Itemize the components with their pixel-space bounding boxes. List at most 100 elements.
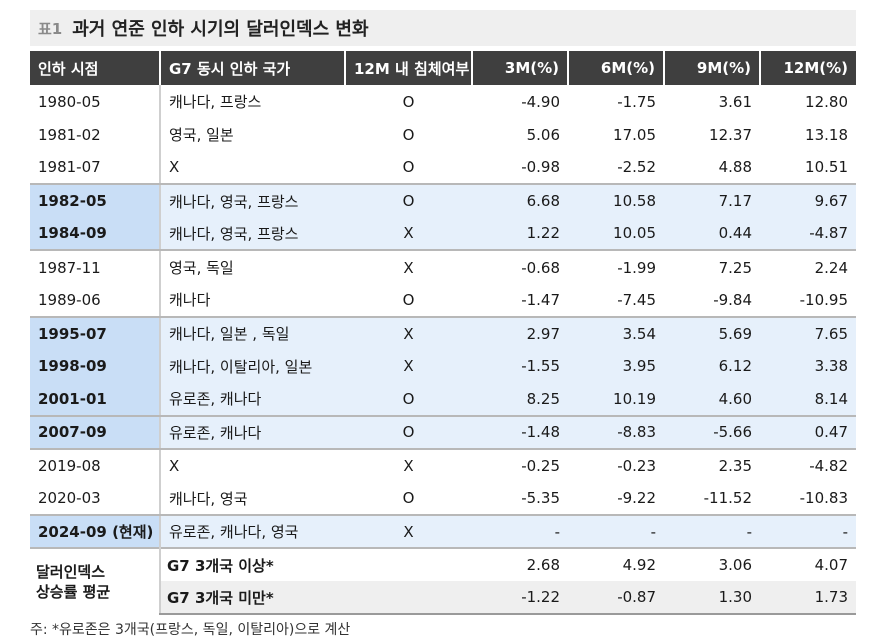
table-header-row: 인하 시점 G7 동시 인하 국가 12M 내 침체여부 3M(%) 6M(%)… xyxy=(30,51,856,85)
table-row: 1981-07 X O -0.98 -2.52 4.88 10.51 xyxy=(30,151,856,186)
cell-3m: -4.90 xyxy=(521,92,560,111)
table-row: 1981-02 영국, 일본 O 5.06 17.05 12.37 13.18 xyxy=(30,118,856,152)
cell-6m: 10.58 xyxy=(568,184,664,218)
table-row: 1987-11 영국, 독일 X -0.68 -1.99 7.25 2.24 xyxy=(30,250,856,284)
cell-9m: -5.66 xyxy=(664,415,760,451)
cell-3m: -0.68 xyxy=(521,258,560,277)
summary-9m: 3.06 xyxy=(664,547,760,582)
cell-3m: - xyxy=(472,515,568,549)
cell-countries: X xyxy=(159,449,345,483)
summary-row-3plus: 달러인덱스 상승률 평균 G7 3개국 이상* 2.68 4.92 3.06 4… xyxy=(30,547,856,615)
cell-3m: -0.25 xyxy=(521,457,560,476)
cell-date: 1980-05 xyxy=(38,92,101,111)
cell-date: 1989-06 xyxy=(30,283,160,318)
cell-6m: -9.22 xyxy=(568,482,664,517)
cell-3m: -1.48 xyxy=(472,415,568,451)
cell-date: 1982-05 xyxy=(30,184,160,218)
cell-recession: O xyxy=(345,482,472,517)
table-row: 2007-09 유로존, 캐나다 O -1.48 -8.83 -5.66 0.47 xyxy=(30,415,856,451)
cell-countries: 캐나다, 영국, 프랑스 xyxy=(159,184,345,218)
cell-12m: 9.67 xyxy=(760,184,856,218)
summary-label-line1: 달러인덱스 xyxy=(36,562,106,581)
cell-6m: -0.23 xyxy=(617,457,656,476)
cell-date: 2020-03 xyxy=(30,482,160,517)
cell-countries: 캐나다, 영국, 프랑스 xyxy=(159,217,345,252)
cell-12m: 12.80 xyxy=(805,92,848,111)
cell-6m: 3.95 xyxy=(568,349,664,383)
table-row: 2001-01 유로존, 캐나다 O 8.25 10.19 4.60 8.14 xyxy=(30,382,856,417)
cell-3m: 1.22 xyxy=(472,217,568,252)
cell-recession: X xyxy=(345,515,472,549)
summary-name: G7 3개국 미만* xyxy=(159,581,472,616)
cell-date: 1984-09 xyxy=(30,217,160,252)
cell-6m: 10.19 xyxy=(568,382,664,417)
cell-6m: -1.75 xyxy=(617,92,656,111)
cell-date: 2007-09 xyxy=(30,415,160,451)
cell-countries: 캐나다, 영국 xyxy=(159,482,345,517)
cell-12m: 10.51 xyxy=(760,151,856,186)
cell-date: 1987-11 xyxy=(38,258,101,277)
table-row: 1984-09 캐나다, 영국, 프랑스 X 1.22 10.05 0.44 -4.87 xyxy=(30,217,856,252)
cell-countries: 캐나다, 프랑스 xyxy=(159,85,345,119)
cell-9m: 12.37 xyxy=(709,125,752,144)
cell-6m: -2.52 xyxy=(568,151,664,186)
cell-recession: X xyxy=(403,258,414,277)
cell-recession: X xyxy=(345,217,472,252)
summary-12m: 4.07 xyxy=(760,547,856,582)
header-6m: 6M(%) xyxy=(568,51,665,85)
summary-label: 달러인덱스 상승률 평균 xyxy=(30,547,160,615)
summary-3m: -1.22 xyxy=(472,581,568,616)
table-title-bar: 표1 과거 연준 인하 시기의 달러인덱스 변화 xyxy=(30,10,856,46)
cell-9m: 2.35 xyxy=(718,457,752,476)
table-row: 1998-09 캐나다, 이탈리아, 일본 X -1.55 3.95 6.12 3.38 xyxy=(30,349,856,383)
cell-3m: -5.35 xyxy=(472,482,568,517)
cell-12m: - xyxy=(760,515,856,549)
cell-12m: -4.87 xyxy=(760,217,856,252)
cell-countries: 영국, 일본 xyxy=(159,118,345,152)
cell-9m: 3.61 xyxy=(718,92,752,111)
cell-9m: 7.17 xyxy=(664,184,760,218)
cell-12m: 0.47 xyxy=(760,415,856,451)
cell-date: 2001-01 xyxy=(30,382,160,417)
table-number: 표1 xyxy=(38,19,63,38)
header-countries: G7 동시 인하 국가 xyxy=(160,51,346,85)
header-date: 인하 시점 xyxy=(30,51,161,85)
cell-9m: 6.12 xyxy=(664,349,760,383)
cell-date: 1981-07 xyxy=(30,151,160,186)
table-row: 2019-08 X X -0.25 -0.23 2.35 -4.82 xyxy=(30,449,856,483)
cell-date: 1981-02 xyxy=(38,125,101,144)
cell-9m: 0.44 xyxy=(664,217,760,252)
cell-9m: 5.69 xyxy=(664,316,760,350)
cell-12m: 2.24 xyxy=(814,258,848,277)
cell-6m: 17.05 xyxy=(613,125,656,144)
cell-6m: 10.05 xyxy=(568,217,664,252)
cell-3m: -1.47 xyxy=(472,283,568,318)
cell-recession: X xyxy=(345,316,472,350)
cell-recession: O xyxy=(402,125,415,144)
cell-3m: 8.25 xyxy=(472,382,568,417)
cell-9m: 4.88 xyxy=(664,151,760,186)
cell-recession: O xyxy=(345,151,472,186)
table-row: 2024-09 (현재) 유로존, 캐나다, 영국 X - - - - xyxy=(30,515,856,549)
cell-12m: -4.82 xyxy=(809,457,848,476)
header-12m: 12M(%) xyxy=(760,51,856,85)
footnote: 주: *유로존은 3개국(프랑스, 독일, 이탈리아)으로 계산 xyxy=(30,622,351,638)
cell-12m: -10.83 xyxy=(760,482,856,517)
cell-9m: 7.25 xyxy=(718,258,752,277)
cell-9m: -9.84 xyxy=(664,283,760,318)
cell-3m: 6.68 xyxy=(472,184,568,218)
table-row: 1989-06 캐나다 O -1.47 -7.45 -9.84 -10.95 xyxy=(30,283,856,318)
cell-countries: 캐나다, 이탈리아, 일본 xyxy=(159,349,345,383)
cell-3m: -0.98 xyxy=(472,151,568,186)
cell-countries: X xyxy=(159,151,345,186)
cell-6m: -8.83 xyxy=(568,415,664,451)
cell-recession: O xyxy=(345,184,472,218)
dollar-index-table: 인하 시점 G7 동시 인하 국가 12M 내 침체여부 3M(%) 6M(%)… xyxy=(30,51,856,616)
cell-3m: 2.97 xyxy=(472,316,568,350)
cell-countries: 캐나다 xyxy=(159,283,345,318)
cell-recession: O xyxy=(345,415,472,451)
table-row: 1980-05 캐나다, 프랑스 O -4.90 -1.75 3.61 12.80 xyxy=(30,85,856,119)
cell-countries: 유로존, 캐나다 xyxy=(159,382,345,417)
cell-countries: 영국, 독일 xyxy=(159,250,345,284)
cell-countries: 유로존, 캐나다 xyxy=(159,415,345,451)
